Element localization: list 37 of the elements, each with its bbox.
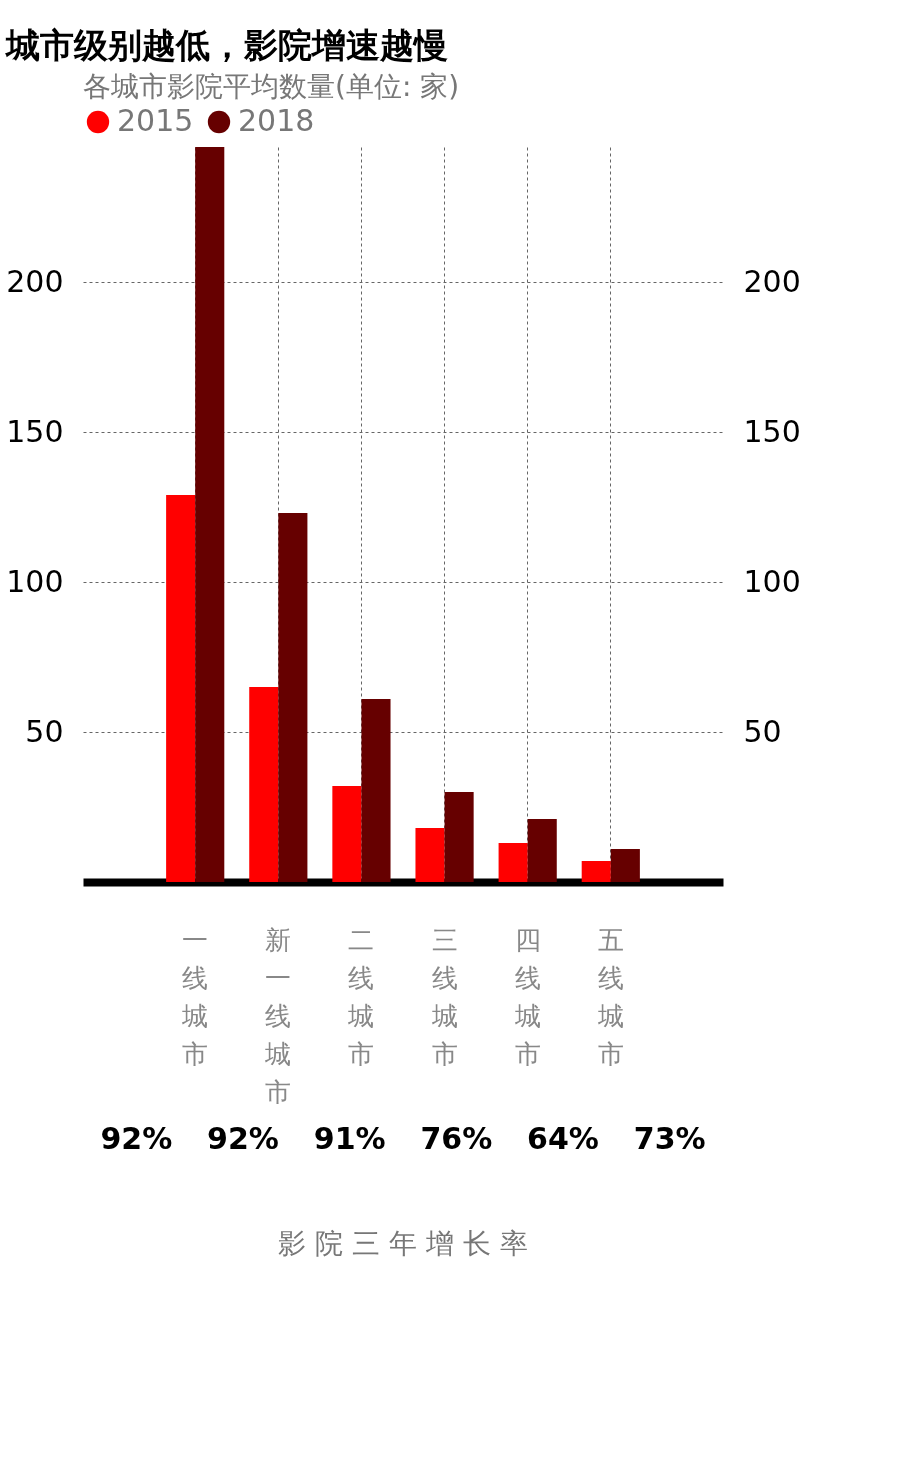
y2-tick-label: 150 xyxy=(743,413,801,449)
text: 92% xyxy=(207,1121,279,1156)
x-tick-label: 新一线城市 xyxy=(264,924,292,1107)
bar xyxy=(581,861,611,882)
y-tick-label: 150 xyxy=(6,413,64,449)
text: 64% xyxy=(527,1121,599,1156)
y-tick-label: 200 xyxy=(6,263,64,299)
bar xyxy=(444,792,474,882)
y2-tick-label: 200 xyxy=(743,263,801,299)
bar xyxy=(610,849,640,882)
x-tick-label: 二线城市 xyxy=(347,924,375,1069)
bar xyxy=(527,819,557,882)
y2-tick-label: 50 xyxy=(743,713,782,749)
bar xyxy=(249,687,279,882)
x-tick-label: 一线城市 xyxy=(181,924,209,1069)
text: 92% xyxy=(100,1121,173,1156)
bar xyxy=(195,147,225,882)
x-tick-label: 三线城市 xyxy=(430,924,458,1069)
bar xyxy=(498,843,528,882)
y-tick-label: 100 xyxy=(6,563,64,599)
y2-tick-label: 100 xyxy=(743,563,801,599)
bar xyxy=(278,513,308,882)
legend-title: 各城市影院平均数量(单位: 家) xyxy=(83,70,460,103)
x-tick-label: 四线城市 xyxy=(513,924,541,1069)
bar xyxy=(415,828,445,882)
bar xyxy=(332,786,362,882)
legend-label: 2015 xyxy=(117,103,194,138)
text: 76% xyxy=(420,1121,493,1156)
text: 91% xyxy=(313,1121,386,1156)
chart-title: 城市级别越低，影院增速越慢 xyxy=(3,25,448,65)
text: 73% xyxy=(633,1121,706,1156)
bar xyxy=(166,495,196,882)
bar xyxy=(361,699,391,882)
x-tick-label: 五线城市 xyxy=(596,924,624,1069)
y-tick-label: 50 xyxy=(25,713,64,749)
legend-label: 2018 xyxy=(238,103,315,138)
text: 影 院 三 年 增 长 率 xyxy=(278,1227,528,1260)
